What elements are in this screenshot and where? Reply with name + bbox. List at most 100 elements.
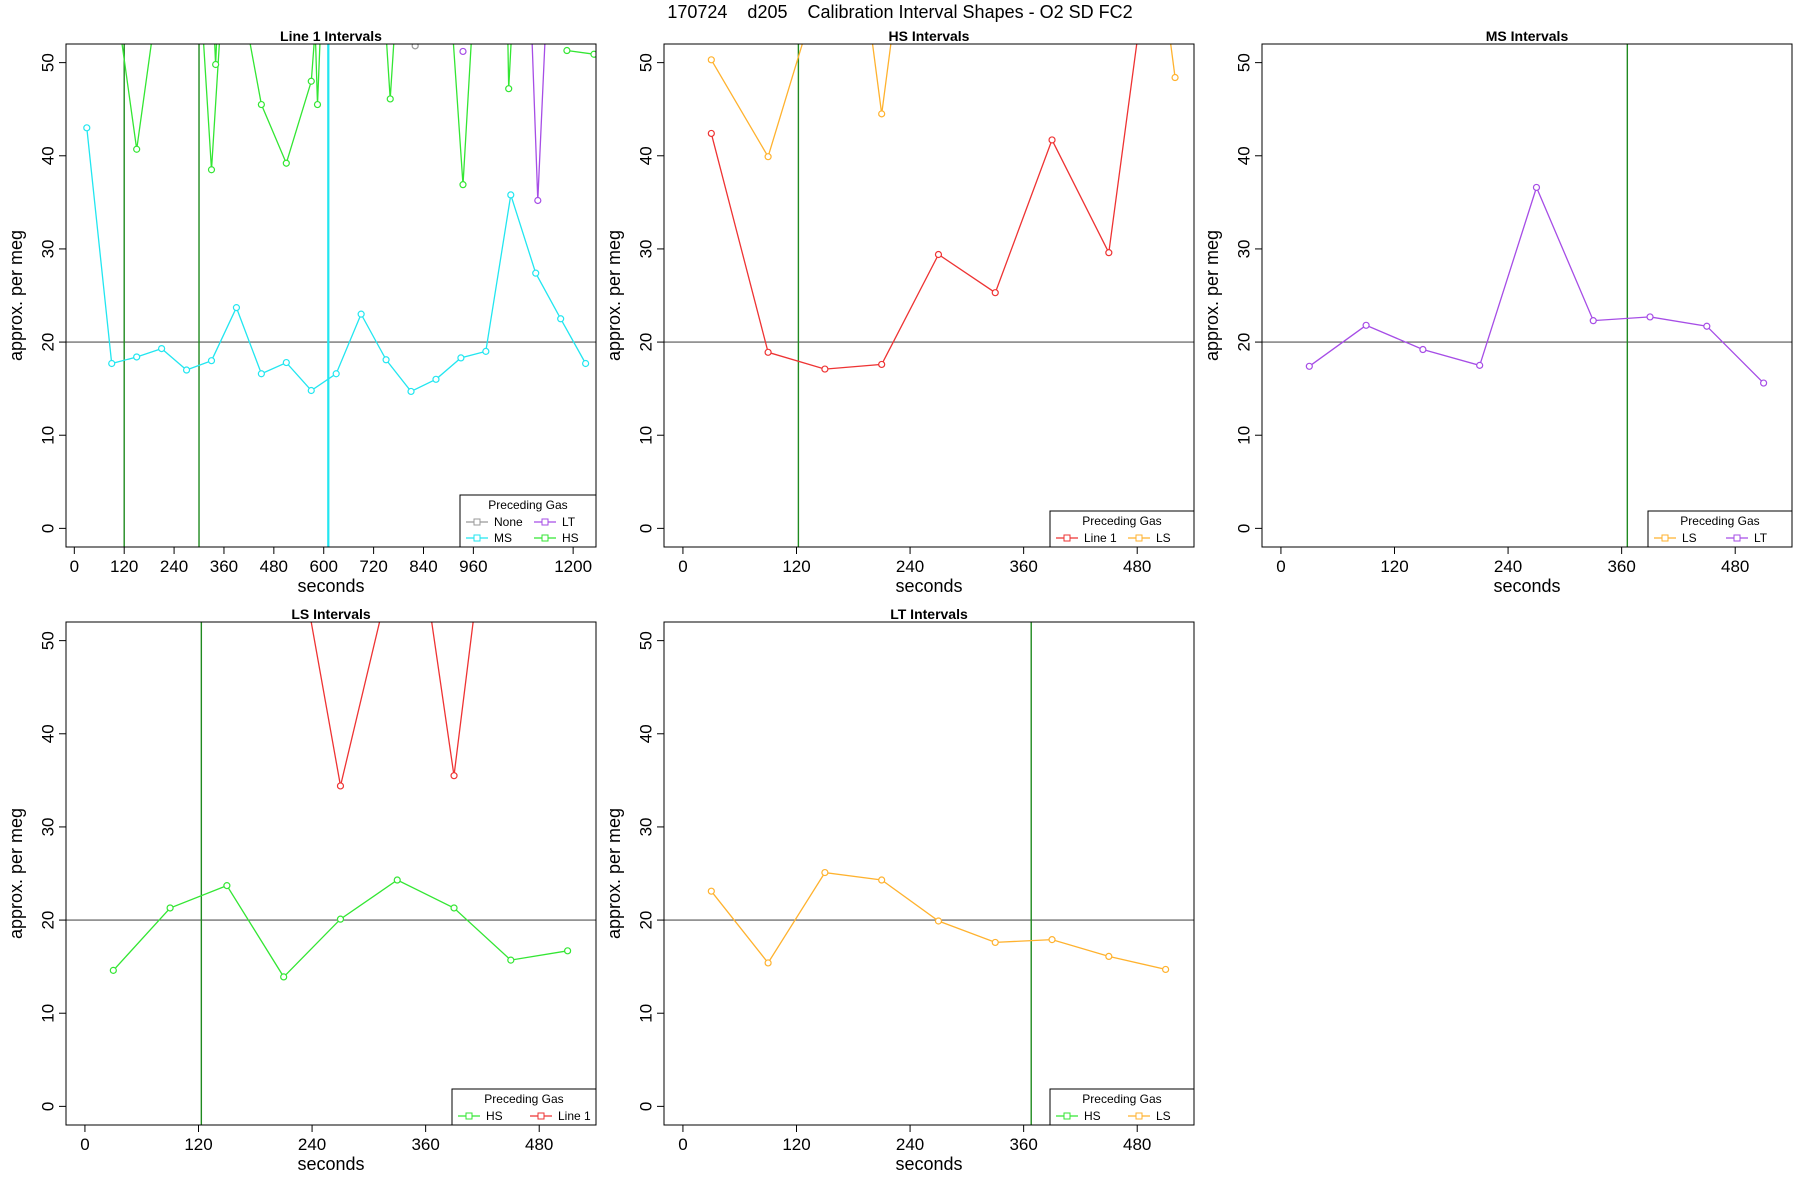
y-tick-label: 30 [38,817,57,836]
x-axis-label: seconds [895,1154,962,1174]
y-tick-label: 0 [38,1102,57,1111]
plot-frame [65,621,597,1126]
data-point [878,360,886,369]
panel-3: MS Intervals 0 120 240 360 480 seconds 0 10 20 30 4… [1202,28,1793,596]
y-tick-label: 40 [38,724,57,743]
legend-entry-label: LT [1754,531,1768,545]
series-group [83,44,596,396]
y-axis: 0 10 20 30 40 50 [38,631,67,1111]
legend-entry-label: Line 1 [558,1109,591,1123]
x-tick-label: 120 [1380,557,1408,576]
data-point [1162,965,1170,974]
y-tick-label: 20 [1234,333,1253,352]
x-tick-label: 0 [1276,557,1285,576]
data-point [223,882,231,890]
y-tick-label: 20 [38,911,57,930]
x-axis: 0 120 240 360 480 [678,546,1151,576]
legend-title: Preceding Gas [488,498,567,512]
data-point [280,973,288,981]
plot-frame [1261,43,1793,548]
x-tick-label: 0 [70,557,79,576]
data-point [1362,321,1370,329]
data-point [207,166,216,174]
x-tick-label: 480 [260,557,288,576]
data-point [457,354,465,362]
legend-entry-label: MS [494,531,512,545]
y-axis-label: approx. per meg [1202,230,1222,361]
legend-entry-label: LS [1156,1109,1171,1123]
series-line-line-1 [431,622,474,776]
series-group [707,868,1170,974]
plot-frame [65,43,597,548]
x-tick-label: 480 [1123,557,1151,576]
y-tick-label: 30 [636,239,655,258]
legend-title: Preceding Gas [484,1092,563,1106]
legend-swatch-marker [1135,534,1143,542]
legend-title: Preceding Gas [1082,1092,1161,1106]
series-line-hs [249,44,315,166]
data-point [1760,379,1768,387]
data-point [332,370,340,378]
x-tick-label: 360 [411,1135,439,1154]
data-point [282,358,290,367]
series-line-hs [202,44,221,170]
y-tick-label: 20 [38,333,57,352]
series-group [109,622,572,981]
data-point [507,956,515,964]
data-point [991,938,999,947]
data-point [232,304,241,312]
x-tick-label: 120 [782,1135,810,1154]
data-point [1703,322,1711,330]
legend: Preceding Gas HS LS [1049,1088,1195,1126]
y-tick-label: 30 [38,239,57,258]
data-point [459,181,467,189]
data-point [109,966,117,974]
data-point [108,359,116,368]
panel-title: MS Intervals [1486,28,1569,44]
data-point [411,44,419,50]
y-axis: 0 10 20 30 40 50 [38,53,67,533]
y-tick-label: 0 [636,1102,655,1111]
legend: Preceding Gas HS Line 1 [451,1088,597,1126]
y-tick-label: 0 [1234,524,1253,533]
data-point [764,153,772,161]
x-tick-label: 240 [298,1135,326,1154]
y-tick-label: 50 [636,631,655,650]
x-tick-label: 0 [80,1135,89,1154]
data-point [1532,183,1541,192]
legend-swatch-marker [473,518,481,526]
legend-entry-label: LS [1156,531,1171,545]
data-point [707,56,715,64]
data-point [207,357,216,365]
data-point [764,959,772,967]
legend-swatch-marker [473,534,481,542]
y-tick-label: 40 [38,146,57,165]
data-point [707,129,715,138]
series-line-ls [871,44,892,114]
data-point [764,348,772,356]
series-line-hs [386,44,395,100]
series-line-hs [121,44,152,150]
legend-swatch-marker [465,1112,473,1120]
y-axis-label: approx. per meg [6,230,26,361]
x-tick-label: 0 [678,1135,687,1154]
x-tick-label: 240 [1494,557,1522,576]
legend-swatch-marker [541,518,549,526]
y-tick-label: 10 [1234,426,1253,445]
x-axis: 0 120 240 360 480 600 720 840 960 1200 [70,546,592,576]
x-tick-label: 0 [678,557,687,576]
panel-4: LS Intervals 0 120 240 360 480 seconds 0 10 20 30 4… [6,606,597,1174]
panel-title: Line 1 Intervals [280,28,382,44]
data-point [257,370,265,378]
legend: Preceding Gas LS LT [1647,510,1793,548]
legend-box [451,1088,597,1126]
x-tick-label: 240 [160,557,188,576]
y-tick-label: 50 [38,53,57,72]
x-tick-label: 840 [409,557,437,576]
legend-swatch-marker [537,1112,545,1120]
data-point [590,50,596,58]
y-tick-label: 50 [636,53,655,72]
data-point [182,366,191,374]
data-point [1048,136,1056,144]
